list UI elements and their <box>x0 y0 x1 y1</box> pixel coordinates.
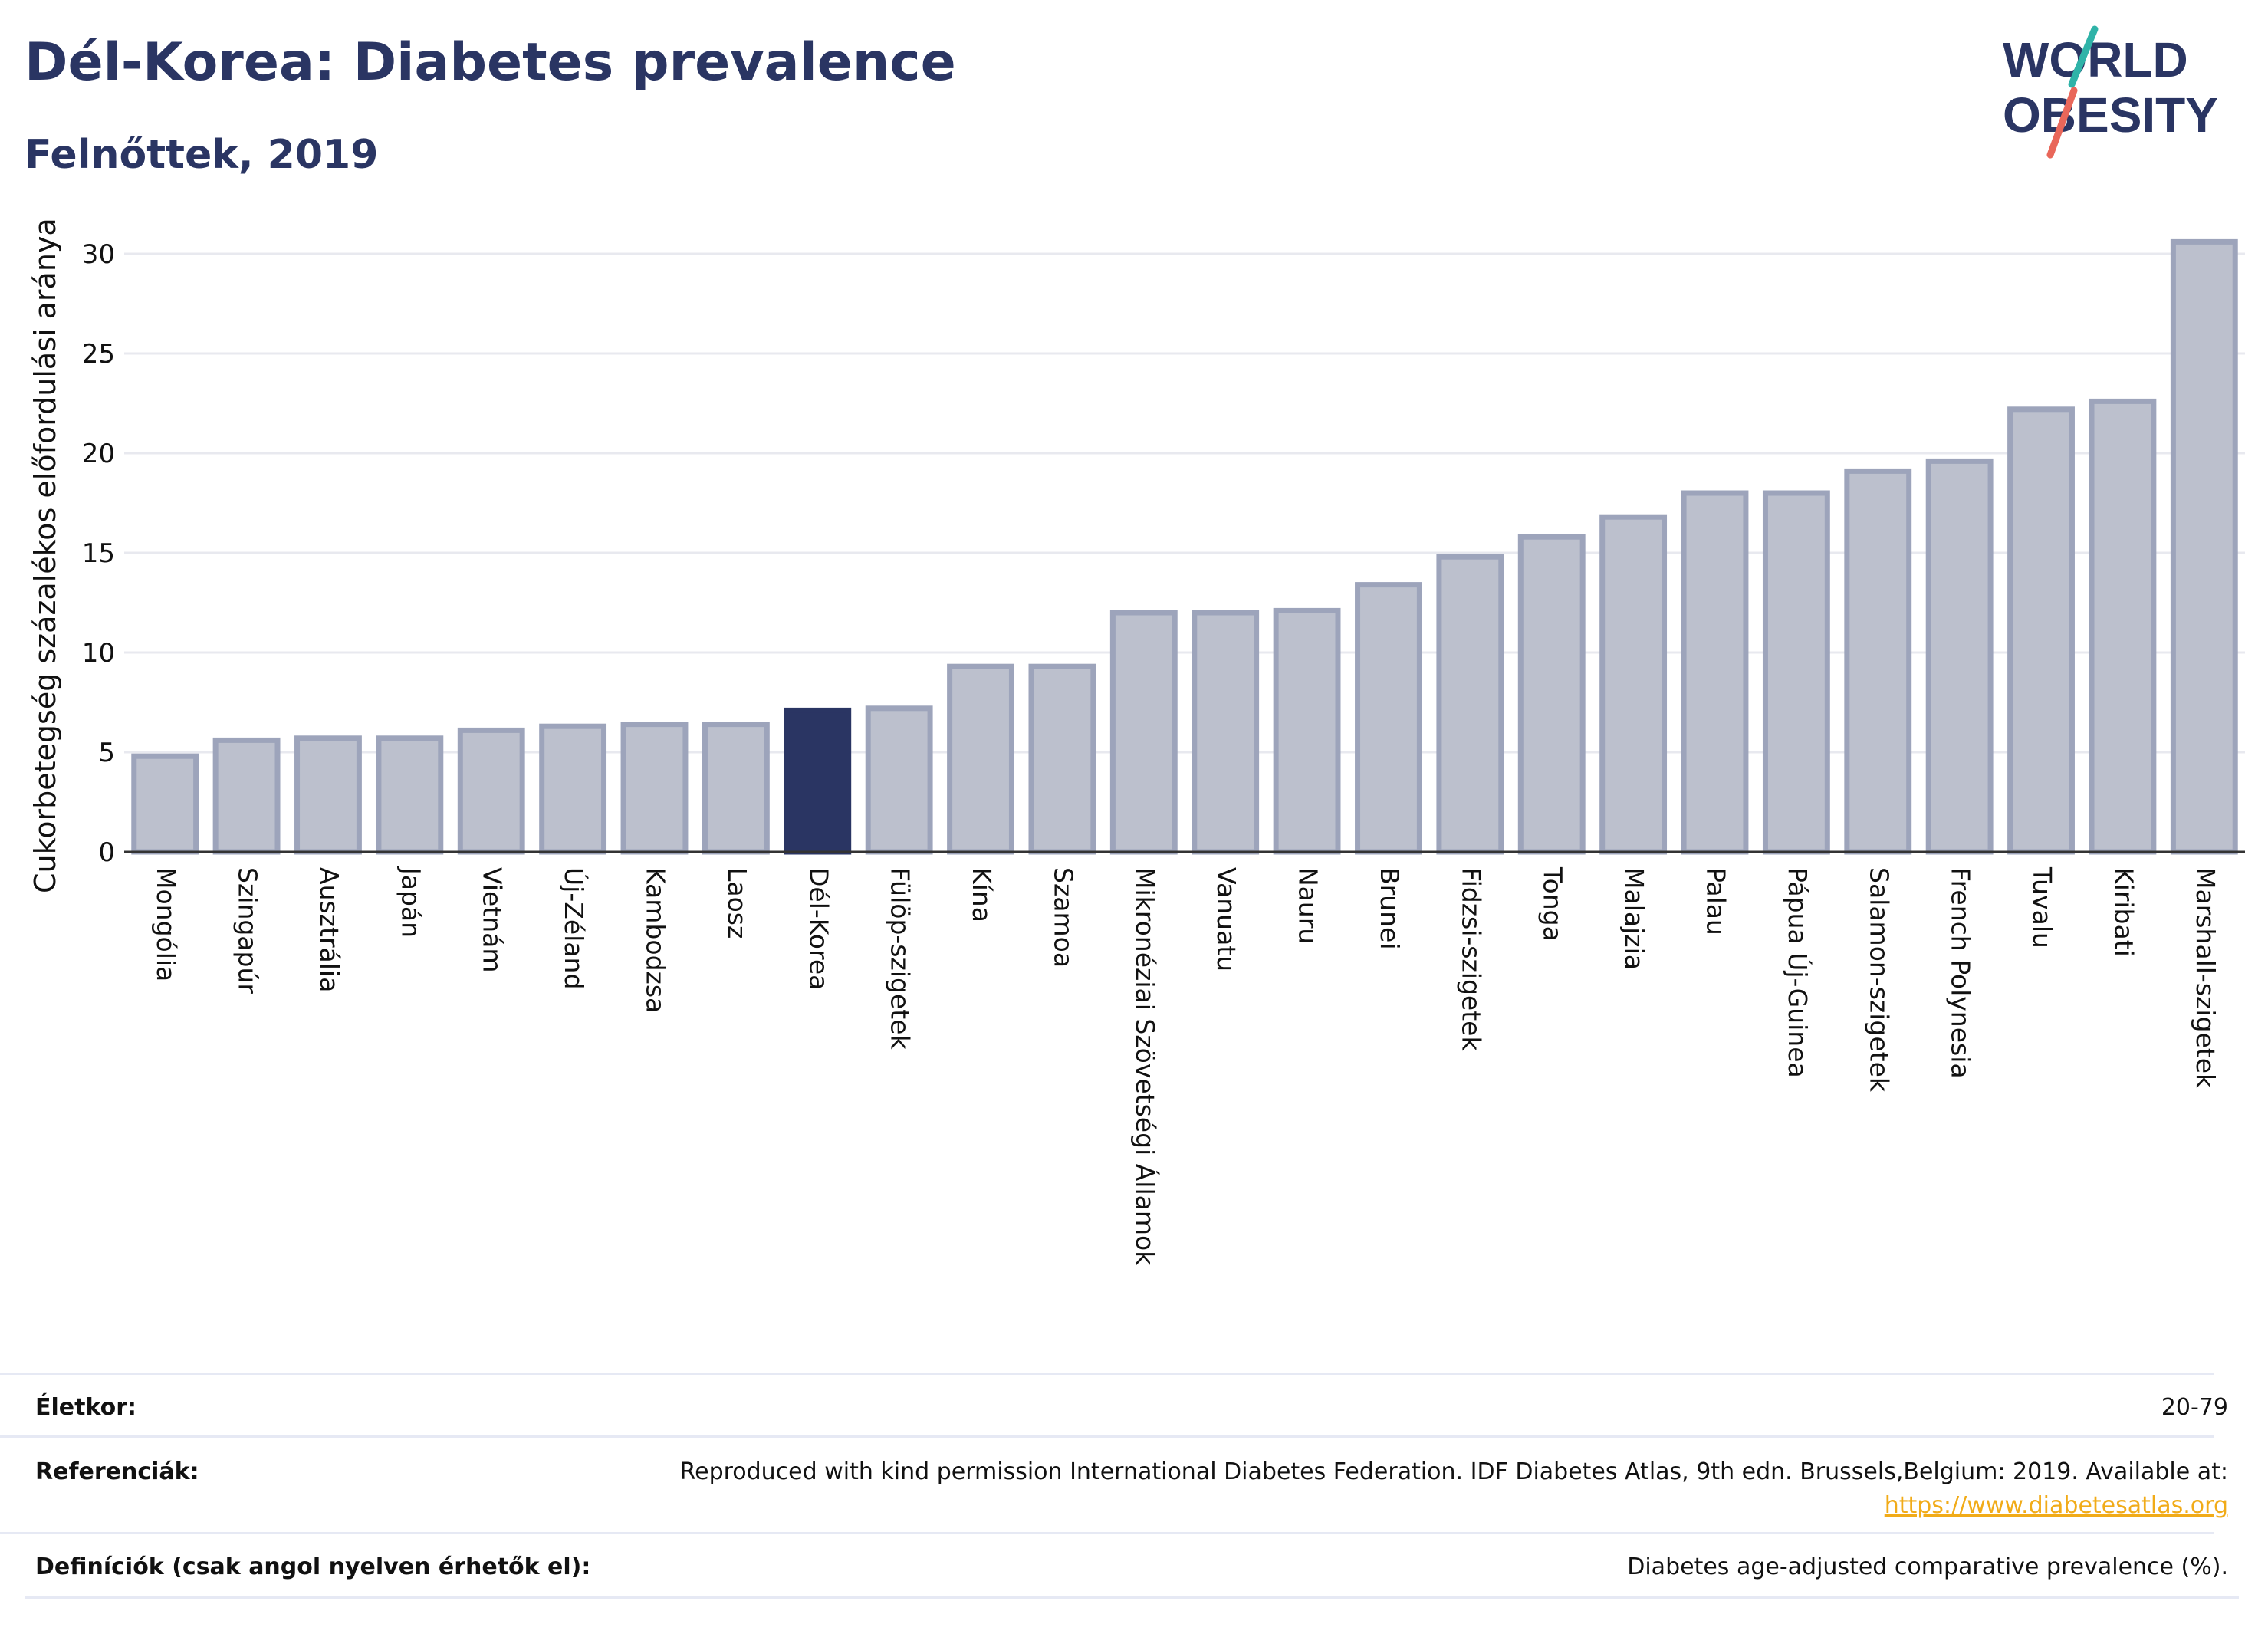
bar-szamoa[interactable] <box>1028 663 1096 855</box>
bars <box>131 238 2238 855</box>
bar-fülöp-szigetek[interactable] <box>865 705 933 855</box>
y-tick-label: 0 <box>98 837 115 868</box>
age-value: 20-79 <box>2161 1394 2228 1421</box>
x-tick-label: Malajzia <box>1619 867 1649 970</box>
bar-japán[interactable] <box>376 735 444 855</box>
definitions-label: Definíciók (csak angol nyelven érhetők e… <box>35 1553 591 1580</box>
bar-brunei[interactable] <box>1355 582 1422 855</box>
bar-marshall-szigetek[interactable] <box>2170 238 2238 855</box>
bar-french-polynesia[interactable] <box>1925 458 1994 855</box>
meta-divider <box>0 1435 2214 1438</box>
bar-ausztrália[interactable] <box>294 735 362 855</box>
bar-palau[interactable] <box>1681 490 1749 855</box>
meta-divider <box>0 1532 2214 1534</box>
references-link[interactable]: https://www.diabetesatlas.org <box>1884 1492 2228 1519</box>
logo-slash-teal <box>2068 25 2099 88</box>
bar-kambodzsa[interactable] <box>620 722 689 855</box>
age-label: Életkor: <box>35 1394 137 1421</box>
x-tick-label: Japán <box>396 866 426 938</box>
world-obesity-logo[interactable]: WORLD OBESITY <box>1986 23 2262 161</box>
meta-divider-top <box>0 1373 2214 1375</box>
y-tick-label: 30 <box>82 239 115 270</box>
references-value: Reproduced with kind permission Internat… <box>680 1455 2228 1523</box>
y-tick-labels: 0 5 10 15 20 25 30 <box>82 239 115 868</box>
y-tick-label: 15 <box>82 538 115 569</box>
y-tick-label: 20 <box>82 439 115 469</box>
y-tick-label: 5 <box>98 738 115 768</box>
x-tick-label: Ausztrália <box>314 867 344 992</box>
meta-divider-bottom <box>25 1596 2239 1599</box>
x-tick-label: Szingapúr <box>233 867 263 994</box>
bar-chart: 0 5 10 15 20 25 30 Mongólia Szingapúr Ausztrália… <box>28 218 2245 1266</box>
x-tick-label: Mikronéziai Szövetségi Államok <box>1130 867 1161 1266</box>
bar-mongólia[interactable] <box>131 753 199 855</box>
references-label: Referenciák: <box>35 1458 199 1485</box>
x-tick-label: Brunei <box>1375 867 1405 950</box>
bar-fidzsi-szigetek[interactable] <box>1436 554 1504 855</box>
y-tick-label: 25 <box>82 339 115 370</box>
x-tick-label: Nauru <box>1293 867 1323 944</box>
definitions-value: Diabetes age-adjusted comparative preval… <box>1627 1553 2228 1580</box>
y-tick-label: 10 <box>82 638 115 669</box>
logo-line2: OBESITY <box>2003 87 2218 143</box>
x-tick-label: Pápua Új-Guinea <box>1783 867 1813 1078</box>
chart-title: Dél-Korea: Diabetes prevalence <box>25 32 956 93</box>
x-tick-label: Marshall-szigetek <box>2191 867 2220 1089</box>
references-text: Reproduced with kind permission Internat… <box>679 1458 2228 1485</box>
x-tick-label: French Polynesia <box>1946 867 1976 1079</box>
bar-malajzia[interactable] <box>1599 514 1668 855</box>
x-tick-label: Szamoa <box>1048 867 1078 968</box>
bar-nauru[interactable] <box>1273 607 1341 855</box>
bar-szingapúr[interactable] <box>212 737 281 855</box>
bar-mikronéziai-szövetségi-államok[interactable] <box>1109 610 1178 855</box>
bar-kiribati[interactable] <box>2089 398 2157 855</box>
x-tick-label: Tonga <box>1538 866 1568 942</box>
x-tick-label: Fidzsi-szigetek <box>1456 867 1486 1051</box>
x-tick-label: Kiribati <box>2109 867 2138 957</box>
x-tick-label: Vanuatu <box>1211 867 1241 972</box>
x-tick-label: Vietnám <box>478 867 508 973</box>
bar-salamon-szigetek[interactable] <box>1844 468 1912 855</box>
chart-subtitle: Felnőttek, 2019 <box>25 132 379 178</box>
bar-vanuatu[interactable] <box>1192 610 1260 855</box>
x-tick-label: Laosz <box>722 867 752 939</box>
bar-laosz[interactable] <box>702 722 770 855</box>
x-tick-label: Salamon-szigetek <box>1864 867 1894 1093</box>
x-tick-label: Tuvalu <box>2027 866 2057 949</box>
bar-vietnám[interactable] <box>457 727 525 855</box>
x-tick-label: Fülöp-szigetek <box>886 867 915 1050</box>
bar-új-zéland[interactable] <box>539 723 607 855</box>
y-axis-label: Cukorbetegség százalékos előfordulási ar… <box>28 218 62 893</box>
logo-line1: WORLD <box>2003 32 2188 87</box>
x-tick-label: Kambodzsa <box>641 867 671 1013</box>
x-tick-label: Új-Zéland <box>559 867 590 989</box>
bar-kína[interactable] <box>947 663 1014 855</box>
x-tick-label: Kína <box>967 867 997 922</box>
x-tick-label: Mongólia <box>151 867 181 981</box>
logo-slash-red <box>2046 87 2078 159</box>
bar-tuvalu[interactable] <box>2007 406 2075 855</box>
x-tick-labels: Mongólia Szingapúr Ausztrália Japán Vietnám Ú… <box>151 866 2220 1266</box>
bar-tonga[interactable] <box>1517 534 1586 855</box>
bar-dél-korea[interactable] <box>784 707 852 855</box>
bar-pápua-új-guinea[interactable] <box>1762 490 1830 855</box>
x-tick-label: Dél-Korea <box>804 867 833 990</box>
x-tick-label: Palau <box>1701 867 1731 935</box>
